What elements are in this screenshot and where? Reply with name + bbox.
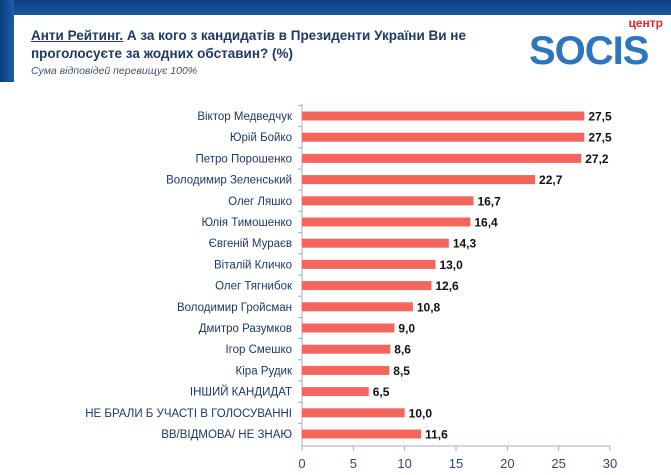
title-underlined: Анти Рейтинг. <box>31 28 124 43</box>
value-label: 8,6 <box>394 343 411 357</box>
x-tick-label: 25 <box>551 456 565 471</box>
bar <box>302 175 536 185</box>
category-label: ВВ/ВІДМОВА/ НЕ ЗНАЮ <box>161 429 292 441</box>
bar <box>302 387 369 397</box>
title-rest: А за кого з кандидатів в Президенти Укра… <box>31 28 466 61</box>
top-banner <box>0 0 671 15</box>
bar <box>302 153 582 163</box>
bar <box>302 408 405 418</box>
bar <box>302 323 395 333</box>
bar <box>302 281 432 291</box>
category-label: Дмитро Разумков <box>199 323 292 335</box>
value-label: 13,0 <box>439 258 463 272</box>
x-tick-label: 30 <box>603 456 617 471</box>
value-label: 27,5 <box>588 110 612 124</box>
value-label: 16,7 <box>477 194 501 208</box>
value-label: 6,5 <box>373 385 390 399</box>
category-label: Володимир Гройсман <box>177 302 292 314</box>
category-label: Євгеній Мураєв <box>209 238 292 250</box>
category-label: НЕ БРАЛИ Б УЧАСТІ В ГОЛОСУВАННІ <box>85 408 292 420</box>
logo-main-text: SOCIS <box>529 29 649 73</box>
bar <box>302 429 422 439</box>
x-tick-label: 0 <box>298 456 305 471</box>
bar <box>302 111 585 121</box>
category-label: Олег Тягнибок <box>215 281 293 293</box>
value-label: 12,6 <box>435 279 459 293</box>
bar <box>302 196 474 206</box>
bar <box>302 344 391 354</box>
category-label: Віталій Кличко <box>214 259 292 271</box>
category-label: Володимир Зеленський <box>166 175 292 187</box>
value-label: 11,6 <box>425 428 448 442</box>
x-tick-label: 5 <box>350 456 357 471</box>
value-label: 14,3 <box>453 237 477 251</box>
x-tick-label: 20 <box>500 456 514 471</box>
value-label: 22,7 <box>539 173 563 187</box>
category-label: Олег Ляшко <box>228 196 292 208</box>
value-label: 27,2 <box>585 152 609 166</box>
value-label: 27,5 <box>588 131 612 145</box>
x-tick-label: 10 <box>397 456 411 471</box>
bar <box>302 365 390 375</box>
value-label: 10,0 <box>409 406 433 420</box>
value-label: 9,0 <box>398 322 415 336</box>
left-banner <box>0 0 14 82</box>
category-label: Петро Порошенко <box>195 153 292 165</box>
chart-title: Анти Рейтинг. А за кого з кандидатів в П… <box>31 27 521 63</box>
category-label: Юрій Бойко <box>230 132 292 144</box>
socis-logo: центр SOCIS <box>527 16 667 72</box>
chart-subtitle: Сума відповідей перевищує 100% <box>31 65 198 77</box>
bar <box>302 217 471 227</box>
bar <box>302 132 585 142</box>
bar <box>302 238 449 248</box>
value-label: 10,8 <box>417 300 441 314</box>
category-label: Віктор Медведчук <box>197 111 293 123</box>
category-label: Кіра Рудик <box>236 365 293 377</box>
value-label: 16,4 <box>474 216 498 230</box>
category-label: Ігор Смешко <box>225 344 292 356</box>
value-label: 8,5 <box>393 364 410 378</box>
logo-small-text: центр <box>628 16 663 30</box>
bar <box>302 259 436 269</box>
category-label: ІНШИЙ КАНДИДАТ <box>190 386 292 399</box>
x-tick-label: 15 <box>449 456 463 471</box>
category-label: Юлія Тимошенко <box>201 217 292 229</box>
bar <box>302 302 413 312</box>
